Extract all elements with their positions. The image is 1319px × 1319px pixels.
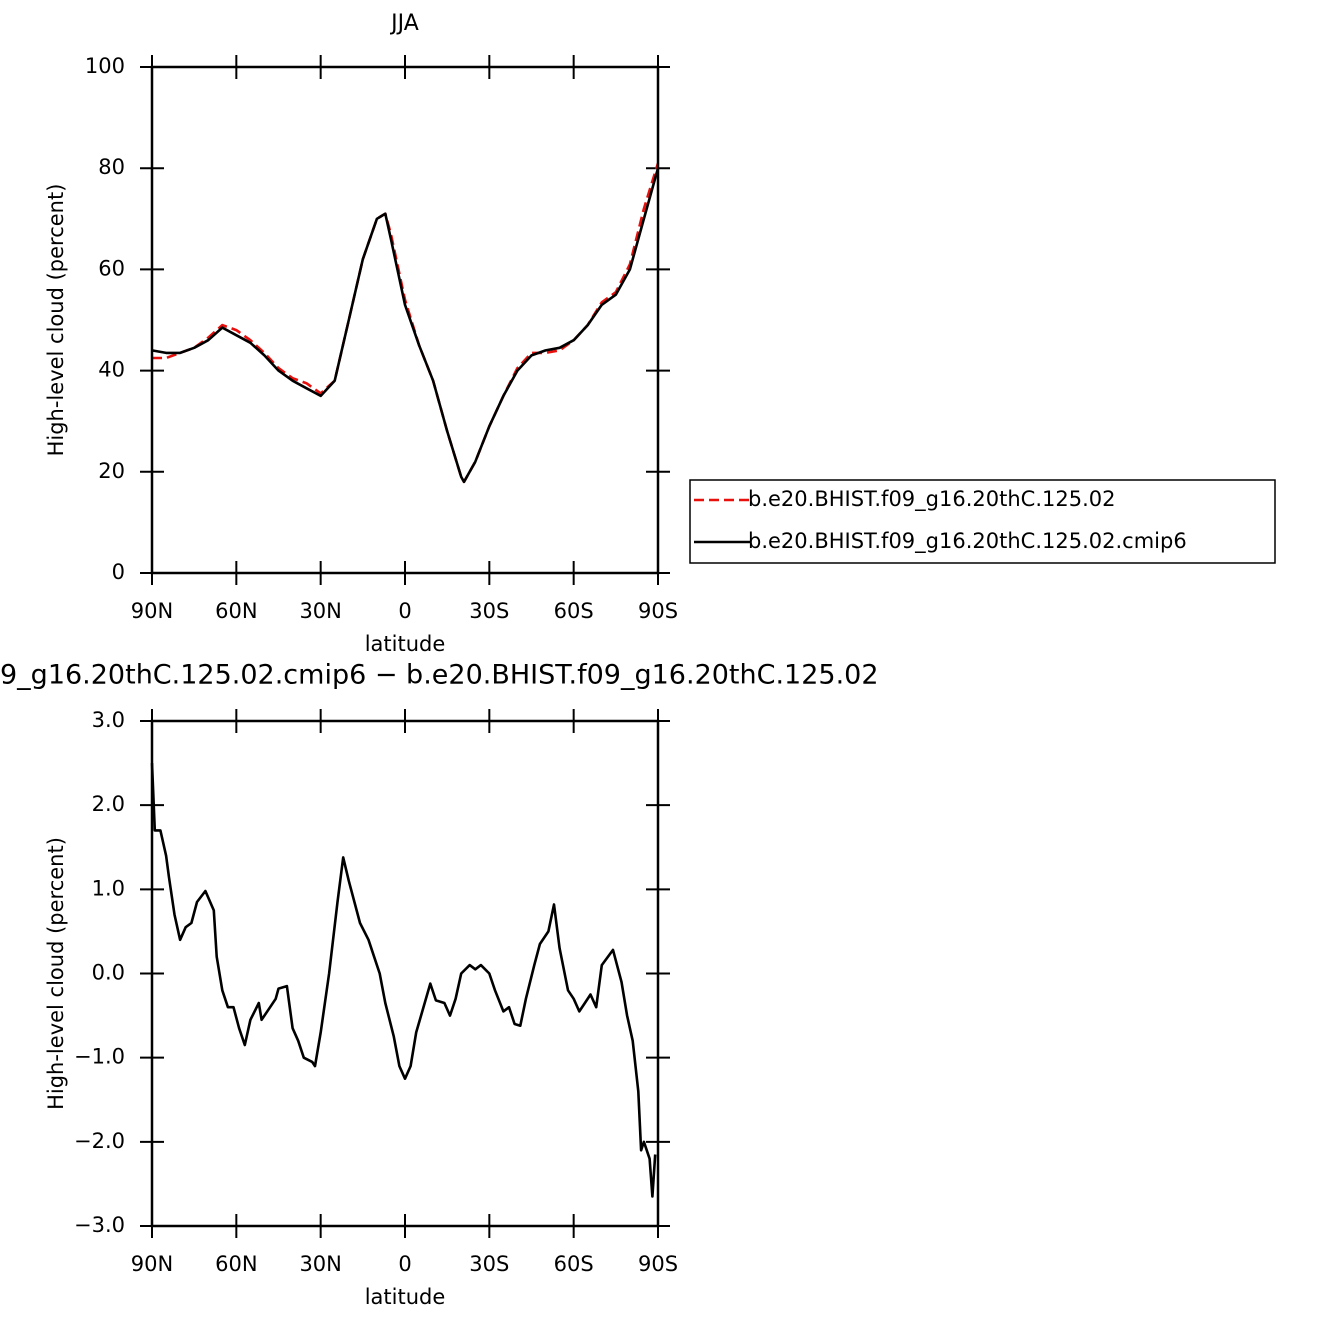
y-tick-label: 40: [98, 358, 125, 382]
x-tick-label: 30S: [469, 1252, 509, 1276]
y-tick-label: −3.0: [74, 1213, 125, 1237]
x-tick-label: 90N: [131, 1252, 173, 1276]
legend-label: b.e20.BHIST.f09_g16.20thC.125.02.cmip6: [748, 529, 1187, 554]
x-tick-label: 90S: [638, 1252, 678, 1276]
data-line: [152, 162, 660, 484]
y-tick-label: −2.0: [74, 1129, 125, 1153]
legend-box: [689, 479, 1276, 564]
x-tick-label: 30S: [469, 599, 509, 623]
plot-frame: [150, 719, 660, 1228]
y-tick-label: −1.0: [74, 1045, 125, 1069]
data-line: [151, 167, 660, 484]
x-axis-label: latitude: [365, 632, 446, 656]
y-tick-label: 3.0: [92, 708, 125, 732]
y-tick-label: 60: [98, 256, 125, 280]
x-tick-label: 0: [398, 599, 411, 623]
y-tick-label: 20: [98, 459, 125, 483]
x-tick-label: 60S: [554, 599, 594, 623]
y-axis-label: High-level cloud (percent): [44, 837, 68, 1110]
x-tick-label: 90N: [131, 599, 173, 623]
y-tick-label: 2.0: [92, 792, 125, 816]
y-axis-label: High-level cloud (percent): [44, 184, 68, 457]
y-tick-label: 80: [98, 155, 125, 179]
y-tick-label: 0.0: [92, 961, 125, 985]
x-tick-label: 0: [398, 1252, 411, 1276]
x-axis-label: latitude: [365, 1285, 446, 1309]
chart-title: JJA: [389, 11, 419, 36]
data-line: [150, 763, 657, 1198]
plot-frame: [150, 65, 660, 575]
y-tick-label: 1.0: [92, 876, 125, 900]
x-tick-label: 60S: [554, 1252, 594, 1276]
x-tick-label: 90S: [638, 599, 678, 623]
legend-label: b.e20.BHIST.f09_g16.20thC.125.02: [748, 487, 1115, 512]
x-tick-label: 30N: [299, 599, 341, 623]
y-tick-label: 100: [85, 54, 125, 78]
x-tick-label: 60N: [215, 599, 257, 623]
y-tick-label: 0: [112, 560, 125, 584]
chart-title: 9_g16.20thC.125.02.cmip6 − b.e20.BHIST.f…: [0, 660, 879, 691]
x-tick-label: 60N: [215, 1252, 257, 1276]
x-tick-label: 30N: [299, 1252, 341, 1276]
